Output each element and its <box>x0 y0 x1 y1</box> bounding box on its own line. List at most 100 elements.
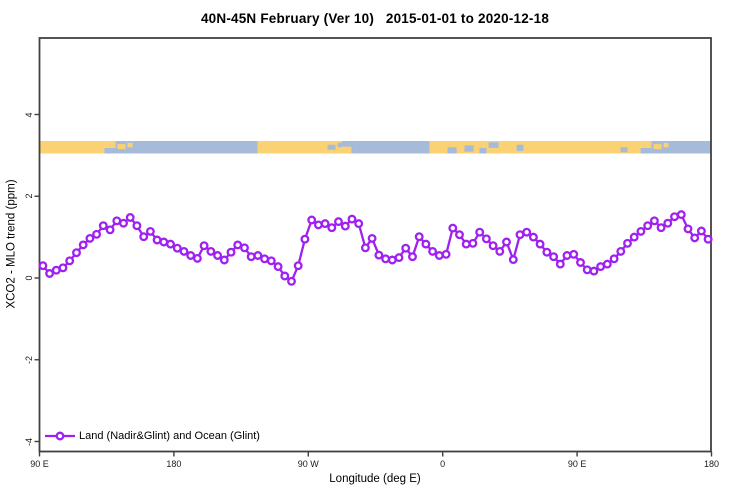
x-axis-label: Longitude (deg E) <box>329 473 421 485</box>
ocean-band-segment <box>337 142 344 148</box>
ocean-band-segment <box>447 147 457 154</box>
data-point-marker <box>562 251 572 260</box>
data-point-marker <box>199 241 209 251</box>
plot-box <box>38 37 712 453</box>
data-point-marker <box>219 255 229 265</box>
data-point-marker <box>213 251 223 260</box>
data-point-marker <box>92 229 102 239</box>
legend-label: Land (Nadir&Glint) and Ocean (Glint) <box>79 430 260 442</box>
x-tick-label: 90 E <box>30 459 49 469</box>
ocean-band-segment <box>464 145 474 152</box>
chart-title: 40N-45N February (Ver 10) 2015-01-01 to … <box>200 11 550 26</box>
data-point-marker <box>528 232 538 242</box>
data-point-marker <box>663 218 673 228</box>
data-point-marker <box>367 233 377 243</box>
ocean-band-segment <box>640 147 652 154</box>
data-point-marker <box>589 266 599 276</box>
data-point-marker <box>502 237 511 247</box>
data-point-marker <box>414 232 424 242</box>
data-point-marker <box>616 246 626 256</box>
ocean-band-segment <box>356 141 430 154</box>
data-point-marker <box>455 230 464 240</box>
data-point-marker <box>569 249 579 259</box>
data-point-marker <box>522 227 532 237</box>
data-point-marker <box>320 219 330 229</box>
data-point-marker <box>629 232 639 242</box>
data-point-marker <box>468 238 478 248</box>
data-point-marker <box>394 253 404 263</box>
data-point-marker <box>45 269 55 278</box>
data-point-marker <box>125 213 135 222</box>
data-point-marker <box>38 261 48 271</box>
data-point-marker <box>374 250 384 260</box>
data-point-marker <box>434 251 444 260</box>
data-point-marker <box>670 212 679 222</box>
data-point-marker <box>703 234 713 244</box>
data-point-marker <box>85 233 95 243</box>
data-line <box>41 213 710 283</box>
data-point-marker <box>461 239 471 249</box>
data-point-marker <box>488 241 498 251</box>
y-tick-label: -4 <box>24 437 34 446</box>
data-point-marker <box>307 215 317 225</box>
y-tick-label: -2 <box>24 355 34 364</box>
x-tick-label: 180 <box>166 459 182 469</box>
data-point-marker <box>78 240 88 250</box>
data-point-marker <box>683 224 693 234</box>
data-point-marker <box>535 239 545 249</box>
data-point-marker <box>582 265 592 275</box>
data-point-marker <box>495 246 505 256</box>
data-point-marker <box>481 234 491 244</box>
data-point-marker <box>421 239 431 249</box>
data-point-marker <box>656 223 666 233</box>
land-band-segment <box>501 141 641 154</box>
data-point-marker <box>253 251 263 260</box>
data-point-marker <box>340 221 350 231</box>
data-point-marker <box>381 254 391 264</box>
data-point-marker <box>293 261 303 271</box>
land-band-segment <box>429 141 488 154</box>
data-point-marker <box>428 246 438 256</box>
x-tick-label: 180 <box>703 459 719 469</box>
data-point-marker <box>643 221 653 231</box>
land-band-segment <box>104 141 116 148</box>
data-point-marker <box>696 226 706 236</box>
land-band-segment <box>117 144 126 150</box>
land-band-segment <box>127 142 133 148</box>
data-point-marker <box>448 223 458 233</box>
data-point-marker <box>266 256 276 266</box>
data-point-marker <box>226 247 236 257</box>
y-tick-label: 2 <box>24 193 34 199</box>
data-point-marker <box>334 217 343 227</box>
data-point-marker <box>609 254 619 264</box>
data-point-marker <box>475 227 485 237</box>
data-point-marker <box>240 243 249 253</box>
data-point-marker <box>401 243 411 253</box>
data-point-marker <box>542 247 552 257</box>
x-tick-label: 90 E <box>567 459 587 469</box>
data-point-marker <box>676 210 686 220</box>
y-tick-label: 0 <box>24 275 34 281</box>
land-band-segment <box>341 146 352 154</box>
data-point-marker <box>280 271 290 281</box>
data-point-marker <box>602 259 612 269</box>
data-point-marker <box>313 220 323 230</box>
ocean-band-segment <box>620 147 628 153</box>
ocean-band-segment <box>132 141 258 154</box>
data-point-marker <box>327 223 337 233</box>
data-point-marker <box>233 240 243 250</box>
data-point-marker <box>206 246 216 256</box>
data-point-marker <box>287 276 296 286</box>
data-point-marker <box>690 233 700 243</box>
x-tick-label: 0 <box>440 459 446 469</box>
data-point-marker <box>186 251 196 260</box>
land-band-segment <box>663 142 669 148</box>
land-band-segment <box>257 141 342 154</box>
data-point-marker <box>246 252 256 262</box>
data-point-marker <box>508 255 518 265</box>
data-point-marker <box>354 219 364 229</box>
data-point-marker <box>172 243 182 253</box>
data-point-marker <box>549 252 559 262</box>
data-point-marker <box>273 262 283 272</box>
